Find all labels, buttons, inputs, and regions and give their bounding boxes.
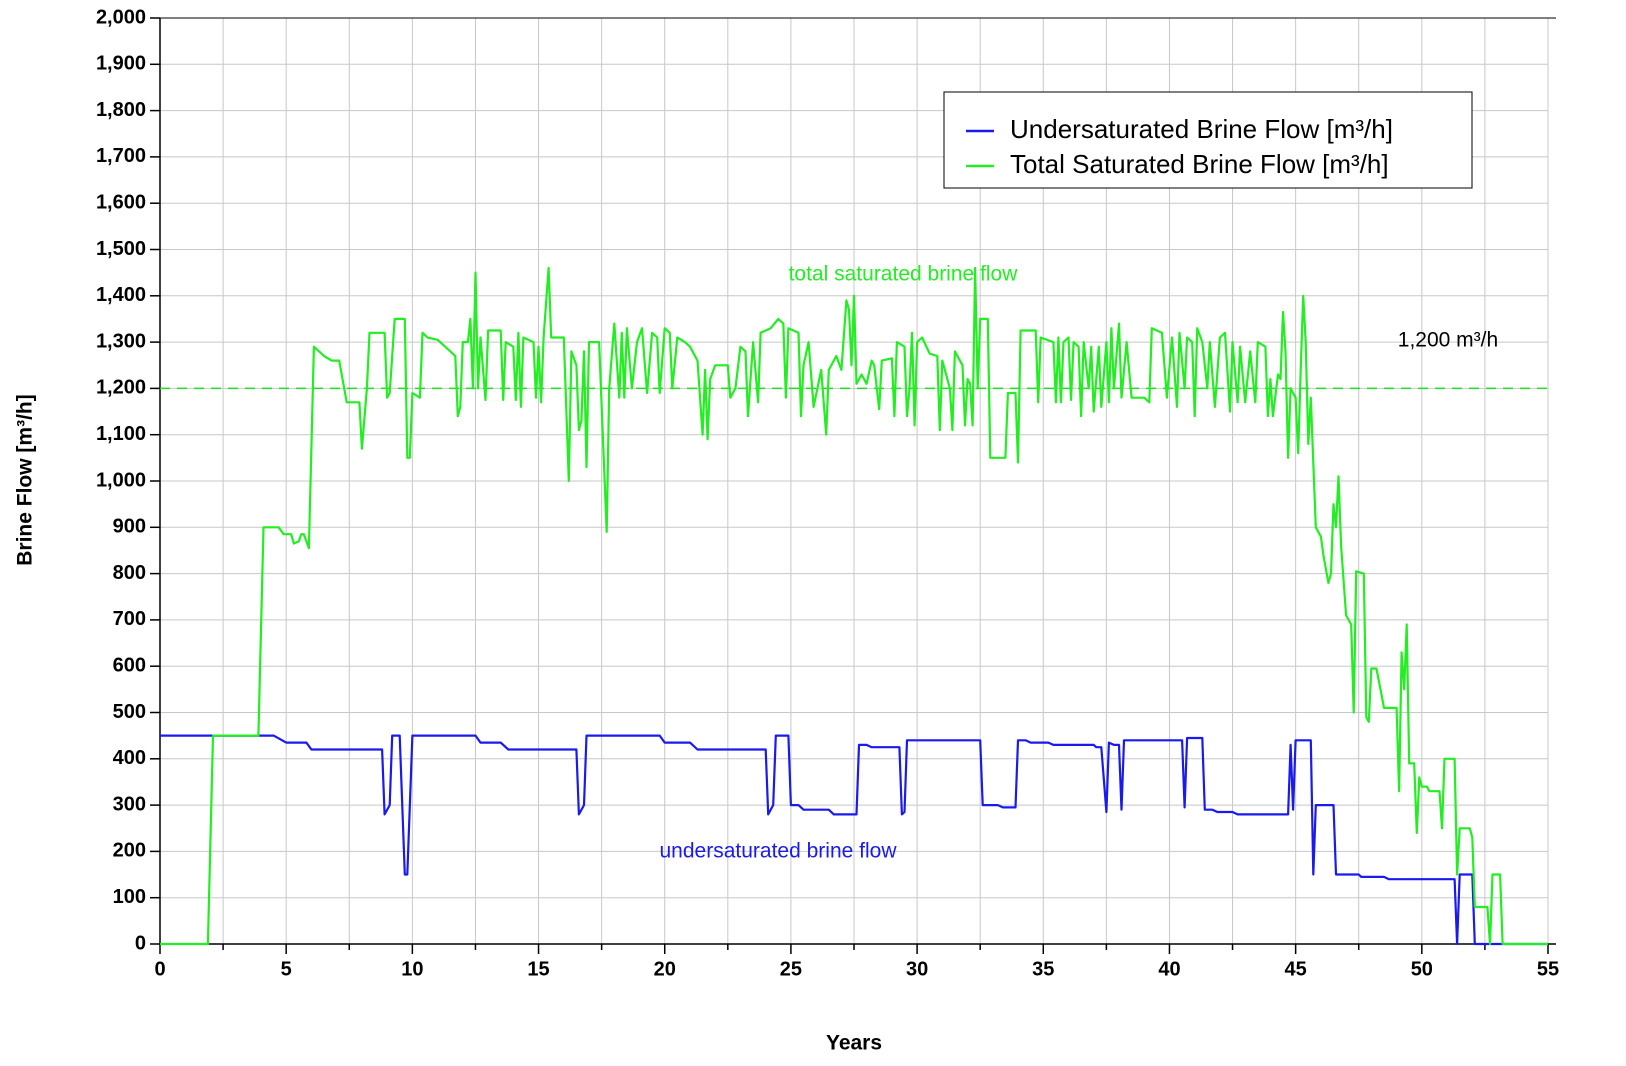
- series-line: [160, 734, 1548, 946]
- y-tick-label: 1,300: [96, 330, 146, 352]
- y-tick-label: 800: [113, 562, 146, 584]
- legend-box: [943, 91, 1473, 189]
- y-tick-label: 1,500: [96, 238, 146, 260]
- x-tick-label: 45: [1285, 958, 1307, 980]
- y-tick-label: 1,700: [96, 145, 146, 167]
- y-tick-label: 2,000: [96, 6, 146, 28]
- x-axis-title: Years: [826, 1032, 882, 1055]
- x-tick-label: 5: [281, 958, 292, 980]
- x-tick-label: 55: [1537, 958, 1559, 980]
- y-tick-label: 1,100: [96, 423, 146, 445]
- y-tick-label: 1,000: [96, 469, 146, 491]
- y-tick-label: 1,800: [96, 99, 146, 121]
- x-tick-label: 25: [780, 958, 802, 980]
- y-tick-label: 400: [113, 747, 146, 769]
- y-tick-label: 600: [113, 654, 146, 676]
- y-tick-label: 200: [113, 840, 146, 862]
- y-tick-label: 1,200: [96, 377, 146, 399]
- y-tick-label: 300: [113, 793, 146, 815]
- y-tick-label: 700: [113, 608, 146, 630]
- x-tick-label: 30: [906, 958, 928, 980]
- x-tick-label: 50: [1411, 958, 1433, 980]
- x-tick-label: 40: [1158, 958, 1180, 980]
- annotation: total saturated brine flow: [789, 263, 1019, 286]
- x-tick-label: 15: [527, 958, 549, 980]
- y-tick-label: 1,900: [96, 53, 146, 75]
- x-tick-label: 35: [1032, 958, 1054, 980]
- x-tick-label: 10: [401, 958, 423, 980]
- y-tick-label: 500: [113, 701, 146, 723]
- x-tick-label: 0: [154, 958, 165, 980]
- y-tick-label: 900: [113, 516, 146, 538]
- series-line: [160, 266, 1548, 946]
- y-axis-title: Brine Flow [m³/h]: [14, 394, 37, 566]
- y-tick-label: 0: [135, 932, 146, 954]
- legend-label: Total Saturated Brine Flow [m³/h]: [1010, 149, 1389, 179]
- x-tick-label: 20: [654, 958, 676, 980]
- reference-label: 1,200 m³/h: [1398, 329, 1498, 352]
- annotation: undersaturated brine flow: [660, 840, 898, 863]
- legend-label: Undersaturated Brine Flow [m³/h]: [1010, 114, 1393, 144]
- y-tick-label: 1,400: [96, 284, 146, 306]
- y-tick-label: 100: [113, 886, 146, 908]
- y-tick-label: 1,600: [96, 191, 146, 213]
